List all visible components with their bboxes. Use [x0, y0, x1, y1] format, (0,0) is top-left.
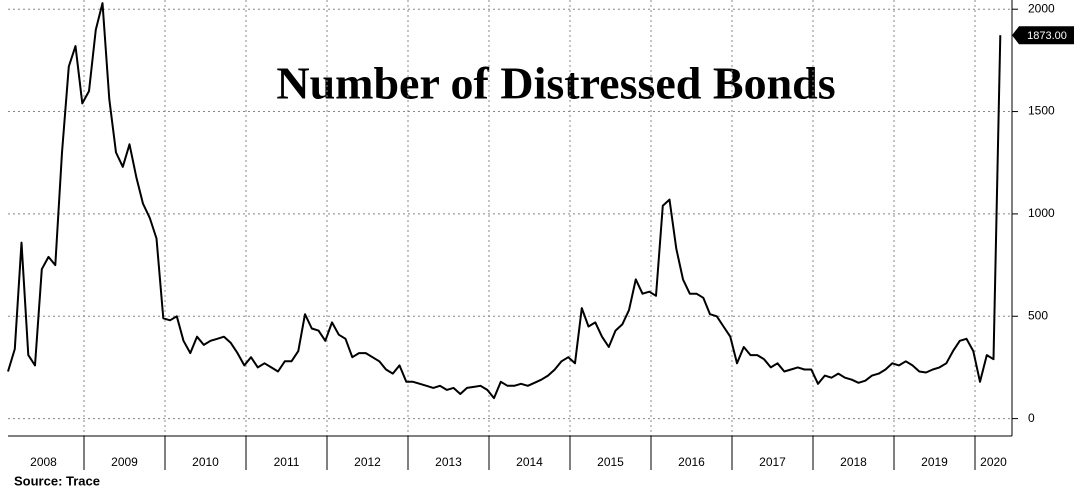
- value-label: 1873.00: [1027, 30, 1067, 42]
- x-tick-label: 2009: [111, 455, 138, 469]
- x-tick-label: 2013: [435, 455, 462, 469]
- x-tick-label: 2015: [597, 455, 624, 469]
- x-tick-label: 2012: [354, 455, 381, 469]
- x-tick-label: 2017: [759, 455, 786, 469]
- chart-title: Number of Distressed Bonds: [276, 58, 835, 109]
- x-tick-label: 2020: [980, 455, 1007, 469]
- y-tick-label: 1000: [1028, 206, 1055, 220]
- line: [7, 2, 1002, 400]
- y-tick-label: 1500: [1028, 104, 1055, 118]
- x-tick-label: 2016: [678, 455, 705, 469]
- x-tick-label: 2010: [192, 455, 219, 469]
- source: Source: Trace: [14, 473, 100, 488]
- y-tick-label: 0: [1028, 411, 1035, 425]
- y-tick-label: 2000: [1028, 1, 1055, 15]
- value-label-box: [1012, 26, 1074, 45]
- x-tick-label: 2011: [274, 455, 300, 469]
- x-tick-label: 2019: [921, 455, 948, 469]
- x-tick-label: 2008: [30, 455, 57, 469]
- y-tick-label: 500: [1028, 308, 1048, 322]
- x-tick-label: 2014: [516, 455, 543, 469]
- x-tick-label: 2018: [840, 455, 867, 469]
